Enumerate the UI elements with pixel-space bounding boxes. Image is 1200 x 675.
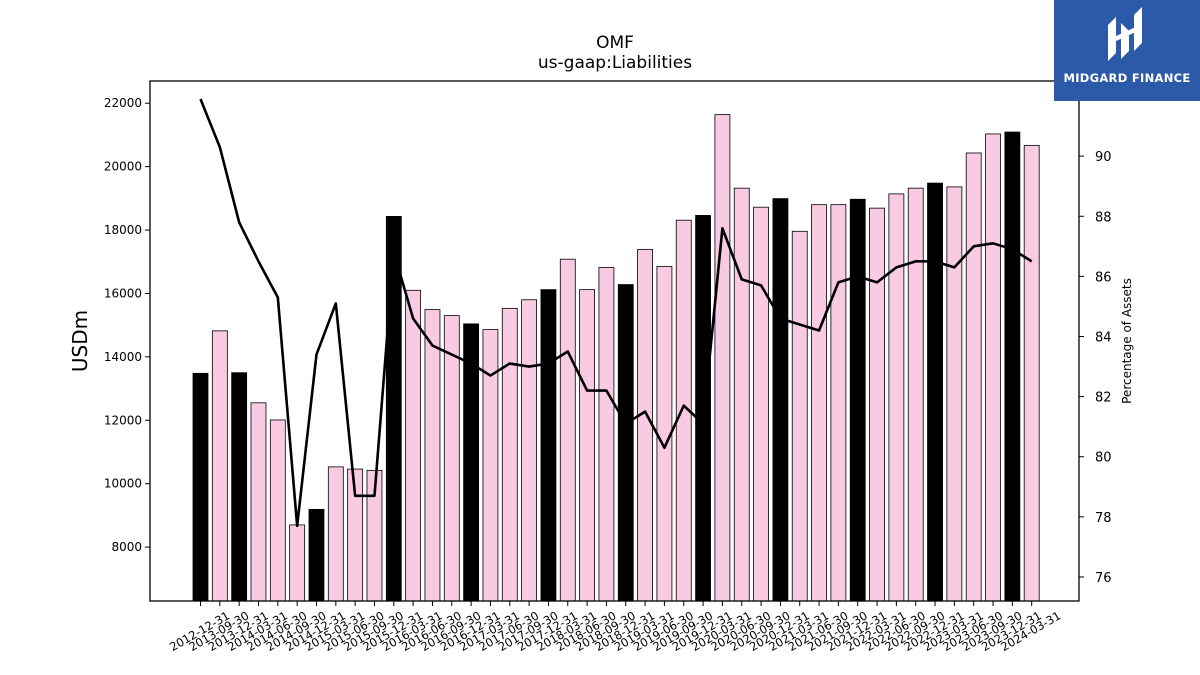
bar-2022-09-30 (907, 187, 924, 602)
bar-2014-03-31 (250, 402, 267, 602)
percentage-line (199, 98, 1033, 528)
bar-2012-12-31 (192, 372, 209, 602)
y-axis-left: 8000 10000 12000 14000 16000 18000 20000 22000 (104, 96, 150, 554)
bar-2019-03-31 (637, 248, 653, 602)
bar-series (192, 114, 1040, 602)
bar-2013-12-31 (231, 372, 248, 602)
y-tick-label-left: 8000 (111, 540, 142, 554)
brand-logo: MIDGARD FINANCE (1054, 0, 1200, 101)
bar-2017-12-31 (540, 289, 557, 602)
bar-2021-12-31 (849, 198, 866, 602)
y-tick-label-right: 86 (1095, 270, 1112, 285)
bar-2023-12-31 (1004, 131, 1021, 602)
bar-2022-12-31 (927, 182, 943, 602)
chart-subtitle: us-gaap:Liabilities (538, 53, 692, 73)
bar-2015-03-31 (327, 466, 344, 602)
bar-2020-09-30 (753, 206, 769, 602)
y-axis-label-right: Percentage of Assets (1120, 278, 1134, 404)
bar-2014-09-30 (289, 524, 306, 602)
bar-2017-09-30 (521, 299, 538, 602)
bar-2013-09-30 (211, 330, 228, 602)
bar-2018-03-31 (559, 258, 576, 602)
bar-2017-03-31 (482, 329, 499, 602)
y-tick-label-left: 18000 (104, 223, 142, 237)
y-tick-label-left: 12000 (104, 413, 142, 427)
y-tick-label-right: 80 (1095, 451, 1112, 466)
bar-2023-03-31 (946, 186, 963, 602)
y-axis-label-left: USDm (68, 310, 92, 372)
bar-2016-09-30 (443, 315, 460, 602)
y-tick-label-right: 90 (1095, 150, 1112, 165)
y-tick-label-left: 20000 (104, 160, 142, 174)
y-tick-label-left: 10000 (104, 477, 142, 491)
bar-2020-06-30 (733, 187, 750, 602)
bar-2024-03-31 (1023, 144, 1040, 602)
y-tick-label-right: 84 (1095, 330, 1112, 345)
bar-2016-03-31 (405, 289, 422, 602)
brand-name: MIDGARD FINANCE (1063, 71, 1191, 85)
bar-2022-06-30 (888, 193, 905, 602)
y-tick-label-left: 14000 (104, 350, 142, 364)
bar-2017-06-30 (501, 307, 518, 602)
bar-2018-06-30 (579, 289, 595, 602)
bar-2018-12-31 (617, 284, 634, 602)
midgard-m-logo-icon (1108, 7, 1142, 61)
bar-2021-06-30 (811, 204, 827, 602)
y-tick-label-left: 16000 (104, 286, 142, 300)
bar-2019-12-31 (695, 215, 711, 602)
plot-frame (149, 80, 1080, 602)
bar-2021-03-31 (791, 230, 808, 602)
bar-2014-06-30 (269, 419, 286, 602)
bar-2023-09-30 (985, 133, 1001, 602)
y-tick-label-right: 78 (1095, 511, 1112, 526)
bar-2018-09-30 (598, 267, 615, 602)
chart-title: OMF (596, 33, 634, 53)
bar-2020-03-31 (714, 114, 731, 602)
bar-2014-12-31 (308, 508, 325, 602)
bar-2016-06-30 (424, 309, 441, 602)
y-tick-label-right: 88 (1095, 210, 1112, 225)
y-axis-right: 767880828486889092 (1079, 90, 1112, 586)
bar-2022-03-31 (869, 207, 885, 602)
x-axis: 2012-12-312013-09-302013-12-312014-03-31… (167, 601, 1063, 654)
y-tick-label-right: 76 (1095, 571, 1112, 586)
bar-2021-09-30 (830, 204, 847, 602)
y-tick-label-left: 22000 (104, 96, 142, 110)
bar-2020-12-31 (772, 198, 789, 602)
bar-2023-06-30 (965, 152, 982, 602)
y-tick-label-right: 82 (1095, 391, 1112, 406)
